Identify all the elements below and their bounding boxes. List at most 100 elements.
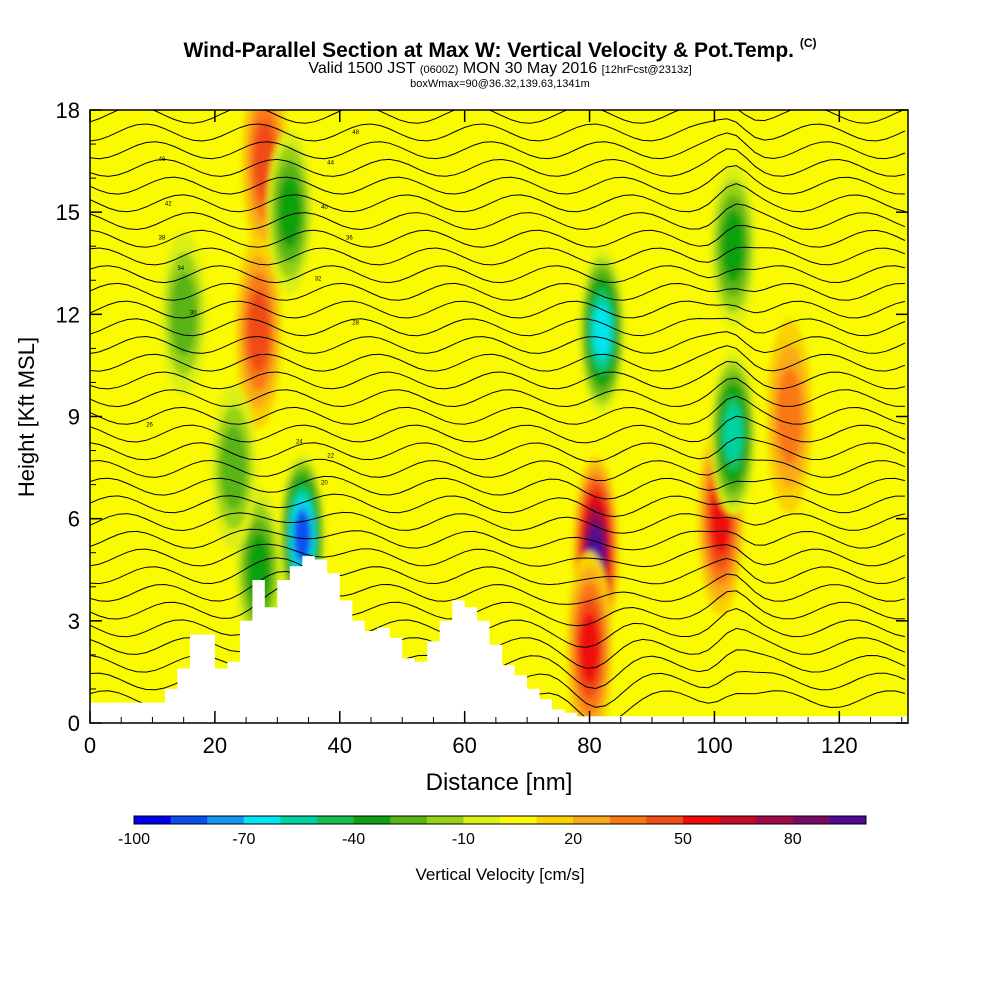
isentrope-line (90, 437, 906, 463)
heatmap-cell-6-8 (294, 512, 311, 559)
isentrope-line (90, 557, 906, 586)
colorbar-swatch (646, 816, 684, 824)
colorbar-tick-label: -40 (342, 831, 365, 848)
x-tick-label: 100 (696, 733, 733, 758)
heatmap-cell-4-3 (247, 291, 270, 372)
theta-label: 36 (346, 235, 353, 241)
theta-label: 38 (159, 235, 166, 241)
x-axis-label: Distance [nm] (426, 769, 573, 796)
colorbar-swatch (170, 816, 208, 824)
colorbar-swatch (207, 816, 245, 824)
colorbar-swatch (317, 816, 355, 824)
title-mark: (C) (799, 36, 817, 50)
valid-date: MON 30 May 2016 (462, 60, 598, 77)
theta-label: 32 (315, 276, 322, 282)
x-tick-label: 120 (821, 733, 858, 758)
colorbar-swatch (756, 816, 794, 824)
isentrope-line (90, 395, 906, 425)
colorbar-swatch (426, 816, 464, 824)
valid-utc: (0600Z) (419, 64, 459, 76)
colorbar-swatch (243, 816, 281, 824)
theta-label: 42 (165, 201, 172, 207)
theta-label: 48 (352, 130, 359, 136)
isentrope-line (90, 543, 906, 568)
isentrope-line (90, 265, 906, 284)
theta-label: 22 (327, 453, 334, 459)
plot-area: 48 46 44 42 40 38 36 34 32 30 28 26 24 22 20 (90, 110, 908, 723)
isentrope-line (90, 183, 906, 213)
isentrope-line (90, 511, 906, 534)
y-axis-label: Height [Kft MSL] (14, 337, 39, 497)
colorbar-tick-label: 50 (674, 831, 692, 848)
box-wmax-info: boxWmax=90@36.32,139.63,1341m (410, 78, 590, 90)
colorbar-swatch (829, 816, 867, 824)
y-tick-label: 0 (68, 711, 80, 736)
colorbar-swatch (463, 816, 501, 824)
isentrope-line (90, 246, 906, 266)
isentrope-line (90, 475, 906, 500)
colorbar-swatch (719, 816, 757, 824)
theta-label: 20 (321, 481, 328, 487)
colorbar-swatch (683, 816, 721, 824)
colorbar-swatch (536, 816, 574, 824)
colorbar-tick-label: 20 (564, 831, 582, 848)
isentrope-line (90, 300, 906, 319)
terrain-profile (90, 556, 908, 723)
isentrope-line (90, 528, 906, 551)
isentrope-line (90, 415, 906, 444)
isentrope-line (90, 132, 906, 160)
colorbar-swatch (500, 816, 538, 824)
chart-subtitle: Valid 1500 JST (0600Z) MON 30 May 2016 [… (0, 60, 1000, 78)
isentrope-line (90, 118, 906, 142)
x-tick-label: 80 (577, 733, 601, 758)
isentrope-line (90, 148, 906, 177)
isentrope-line (90, 203, 906, 231)
isentrope-line (90, 599, 906, 648)
theta-label: 44 (327, 160, 334, 166)
y-tick-label: 15 (56, 200, 80, 225)
colorbar-swatch (573, 816, 611, 824)
colorbar-swatch (609, 816, 647, 824)
forecast-info: [12hrFcst@2313z] (601, 64, 692, 76)
isentrope-line (90, 345, 906, 372)
isentrope-line (90, 493, 905, 518)
theta-label: 40 (321, 205, 328, 211)
isentrope-line (90, 317, 906, 337)
isentrope-line (90, 331, 906, 354)
colorbar: -100 -70 -40 -10 20 50 80 (118, 815, 867, 848)
colorbar-tick-label: 80 (784, 831, 802, 848)
theta-label: 34 (177, 266, 184, 272)
colorbar-swatch (353, 816, 391, 824)
theta-label: 46 (159, 157, 166, 163)
x-tick-label: 40 (328, 733, 352, 758)
theta-label: 26 (146, 423, 153, 429)
isentrope-line (90, 377, 905, 408)
chart-title: Wind-Parallel Section at Max W: Vertical… (0, 36, 1000, 63)
colorbar-tick-label: -100 (118, 831, 150, 848)
y-tick-label: 6 (68, 507, 80, 532)
y-tick-label: 18 (56, 98, 80, 123)
x-tick-label: 20 (203, 733, 227, 758)
colorbar-swatch (134, 816, 172, 824)
theta-label: 24 (296, 440, 303, 446)
y-tick-label: 3 (68, 609, 80, 634)
colorbar-swatch (390, 816, 428, 824)
heatmap-cell-1-4 (579, 612, 600, 684)
heatmap-cell-8-6 (593, 305, 611, 358)
colorbar-frame (133, 815, 867, 825)
x-tick-label: 60 (452, 733, 476, 758)
theta-label: 28 (352, 321, 359, 327)
isentrope-line (90, 360, 906, 390)
heatmap-cell-9-5 (724, 405, 743, 462)
theta-label: 30 (190, 310, 197, 316)
colorbar-swatch (280, 816, 318, 824)
colorbar-tick-label: -70 (232, 831, 255, 848)
colorbar-label: Vertical Velocity [cm/s] (415, 865, 584, 884)
y-tick-label: 9 (68, 405, 80, 430)
isentrope-line (90, 282, 905, 301)
colorbar-tick-label: -10 (452, 831, 475, 848)
heatmap-cell-10-3 (722, 210, 745, 282)
colorbar-swatch (792, 816, 830, 824)
title-main: Wind-Parallel Section at Max W: Vertical… (183, 39, 794, 62)
